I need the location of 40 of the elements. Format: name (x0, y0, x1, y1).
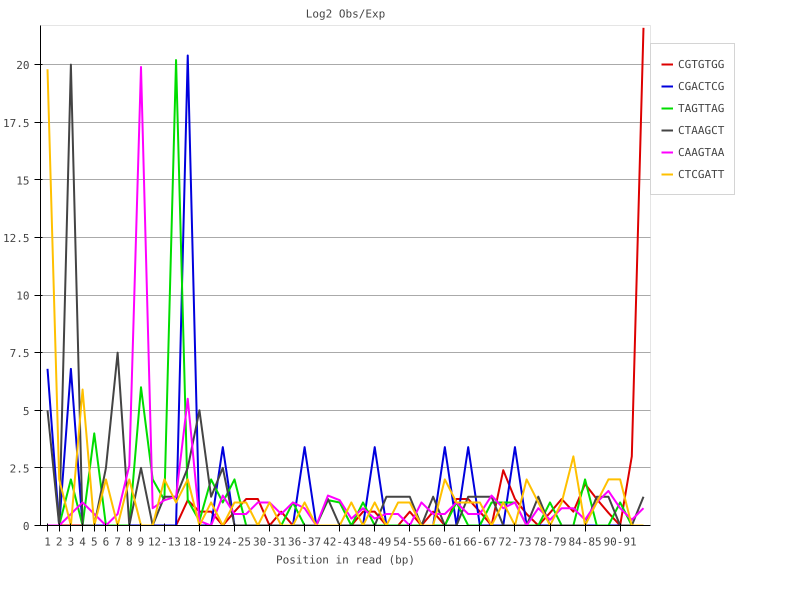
y-tick-label: 15 (16, 174, 30, 188)
x-tick-label: 48-49 (358, 536, 392, 548)
y-tick-label: 20 (16, 59, 30, 72)
y-tick-label: 7.5 (10, 347, 30, 360)
x-tick-label: 5 (90, 536, 98, 548)
y-tick-label: 5 (22, 404, 30, 418)
legend-label: CTCGATT (678, 168, 724, 180)
y-tick-label: 2.5 (10, 462, 30, 476)
y-tick-label: 0 (22, 520, 30, 533)
x-tick-label: 1 (44, 536, 51, 548)
legend-label: CGTGTGG (678, 58, 724, 70)
x-tick-label: 30-31 (252, 536, 286, 548)
legend-label: CAAGTAA (678, 146, 724, 158)
legend-label: TAGTTAG (678, 102, 724, 114)
x-tick-label: 42-43 (323, 536, 356, 548)
y-tick-label: 12.5 (3, 232, 30, 245)
x-tick-label: 6 (102, 536, 110, 548)
x-tick-label: 90-91 (604, 536, 637, 548)
chart-title: Log2 Obs/Exp (306, 8, 386, 20)
x-tick-label: 72-73 (498, 536, 532, 548)
x-tick-label: 18-19 (182, 536, 216, 548)
y-tick-label: 17.5 (3, 116, 30, 130)
x-tick-label: 24-25 (218, 536, 252, 548)
x-tick-label: 78-79 (533, 536, 567, 548)
x-tick-label: 54-55 (393, 536, 426, 548)
y-tick-label: 10 (16, 290, 30, 303)
x-tick-label: 36-37 (288, 536, 322, 548)
x-tick-label: 3 (68, 536, 74, 548)
legend-label: CGACTCG (678, 80, 724, 92)
x-tick-label: 2 (56, 536, 63, 548)
x-tick-label: 60-61 (428, 536, 462, 548)
legend-label: CTAAGCT (678, 124, 724, 136)
x-tick-label: 7 (114, 536, 121, 548)
x-axis-title: Position in read (bp) (276, 554, 416, 566)
x-tick-label: 12-13 (148, 536, 181, 548)
x-tick-label: 84-85 (568, 536, 602, 548)
x-tick-label: 66-67 (463, 536, 496, 548)
x-tick-label: 9 (138, 536, 144, 548)
x-tick-label: 8 (126, 536, 133, 548)
x-tick-label: 4 (79, 536, 86, 548)
